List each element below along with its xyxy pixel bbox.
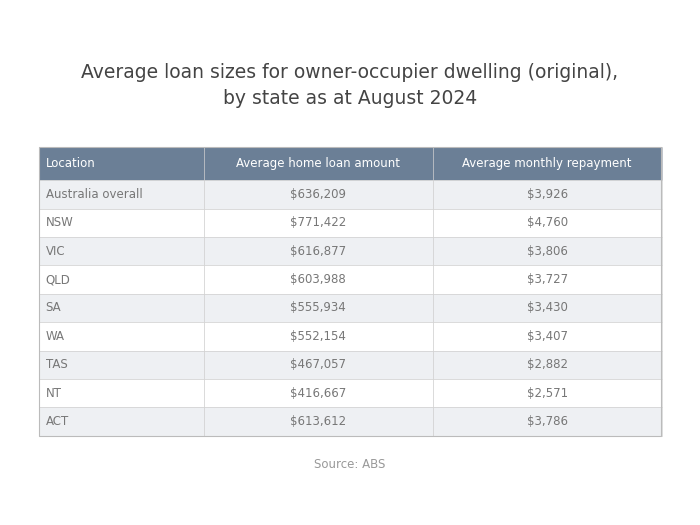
Text: $3,786: $3,786 — [526, 415, 568, 428]
Text: $771,422: $771,422 — [290, 216, 346, 229]
Text: Source: ABS: Source: ABS — [314, 458, 386, 471]
Text: Australia overall: Australia overall — [46, 188, 142, 201]
Text: $3,926: $3,926 — [526, 188, 568, 201]
Text: NSW: NSW — [46, 216, 74, 229]
Text: $416,667: $416,667 — [290, 386, 346, 400]
Text: $603,988: $603,988 — [290, 273, 346, 286]
Text: $3,407: $3,407 — [526, 330, 568, 343]
Text: ACT: ACT — [46, 415, 69, 428]
Text: $3,806: $3,806 — [526, 245, 568, 258]
Text: $613,612: $613,612 — [290, 415, 346, 428]
Text: Average monthly repayment: Average monthly repayment — [463, 157, 632, 170]
Text: Average loan sizes for owner-occupier dwelling (original),
by state as at August: Average loan sizes for owner-occupier dw… — [81, 63, 619, 109]
Text: Location: Location — [46, 157, 95, 170]
Text: NT: NT — [46, 386, 62, 400]
Text: $636,209: $636,209 — [290, 188, 346, 201]
Text: $4,760: $4,760 — [526, 216, 568, 229]
Text: $616,877: $616,877 — [290, 245, 346, 258]
Text: QLD: QLD — [46, 273, 71, 286]
Text: Average home loan amount: Average home loan amount — [236, 157, 400, 170]
Text: $3,727: $3,727 — [526, 273, 568, 286]
Text: TAS: TAS — [46, 358, 67, 371]
Text: $2,571: $2,571 — [526, 386, 568, 400]
Text: $555,934: $555,934 — [290, 301, 346, 314]
Text: $552,154: $552,154 — [290, 330, 346, 343]
Text: $3,430: $3,430 — [526, 301, 568, 314]
Text: $2,882: $2,882 — [526, 358, 568, 371]
Text: VIC: VIC — [46, 245, 65, 258]
Text: WA: WA — [46, 330, 64, 343]
Text: SA: SA — [46, 301, 61, 314]
Text: $467,057: $467,057 — [290, 358, 346, 371]
